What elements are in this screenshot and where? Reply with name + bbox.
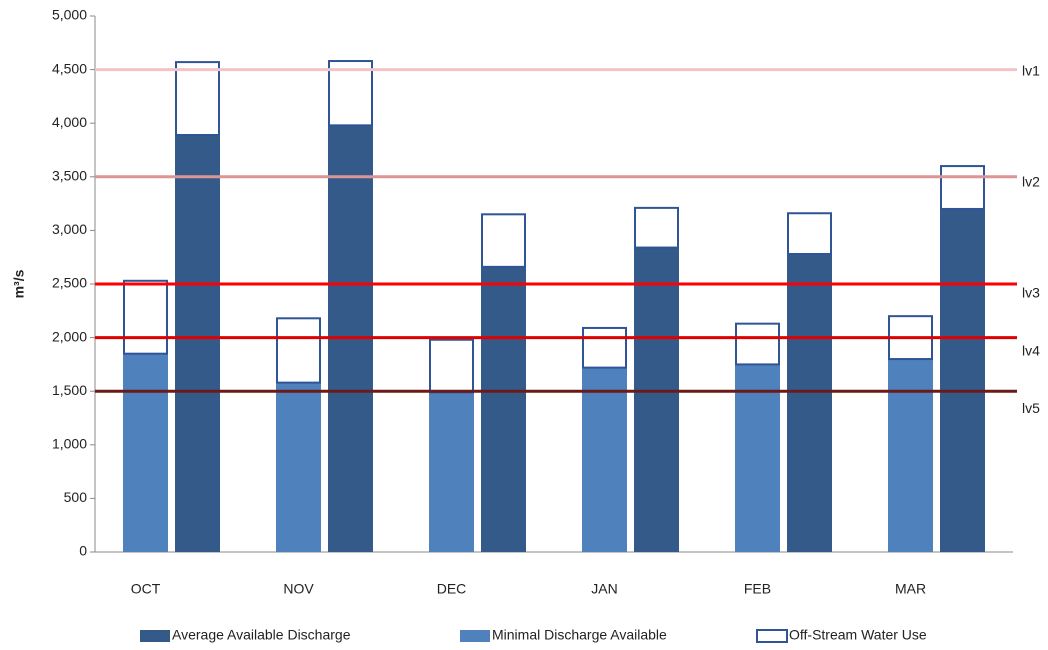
bar: [481, 266, 526, 552]
bar: [276, 382, 321, 552]
y-axis-label: m³/s: [11, 269, 27, 298]
x-tick-label: NOV: [283, 581, 314, 597]
x-tick-label: DEC: [437, 581, 467, 597]
legend-label: Off-Stream Water Use: [789, 627, 927, 643]
bar: [735, 322, 780, 366]
bar: [634, 206, 679, 249]
bar: [175, 134, 220, 552]
bar: [735, 364, 780, 552]
bar: [888, 359, 933, 552]
reference-label: lv5: [1022, 400, 1040, 416]
x-tick-label: MAR: [895, 581, 926, 597]
bar: [175, 61, 220, 136]
y-tick-label: 3,000: [52, 221, 87, 237]
bar: [429, 392, 474, 552]
y-tick-label: 2,500: [52, 275, 87, 291]
x-tick-label: FEB: [744, 581, 771, 597]
reference-label: lv2: [1022, 174, 1040, 190]
bar: [123, 353, 168, 552]
bar: [634, 247, 679, 552]
legend-label: Average Available Discharge: [172, 627, 351, 643]
y-tick-label: 5,000: [52, 7, 87, 23]
x-tick-label: OCT: [131, 581, 161, 597]
reference-label: lv3: [1022, 285, 1040, 301]
bar: [582, 367, 627, 552]
y-tick-label: 500: [64, 489, 88, 505]
y-tick-label: 0: [79, 543, 87, 559]
legend-swatch: [460, 630, 490, 642]
y-tick-label: 4,500: [52, 60, 87, 76]
bar: [429, 338, 474, 394]
y-tick-label: 1,000: [52, 436, 87, 452]
y-tick-label: 1,500: [52, 382, 87, 398]
y-tick-label: 2,000: [52, 328, 87, 344]
legend-label: Minimal Discharge Available: [492, 627, 667, 643]
reference-label: lv4: [1022, 342, 1040, 358]
y-tick-label: 4,000: [52, 114, 87, 130]
y-tick-label: 3,500: [52, 168, 87, 184]
bar: [328, 60, 373, 127]
legend-swatch: [140, 630, 170, 642]
bar: [123, 279, 168, 355]
reference-label: lv1: [1022, 62, 1040, 78]
legend-swatch: [756, 629, 788, 643]
bar: [276, 317, 321, 384]
x-tick-label: JAN: [591, 581, 617, 597]
bar: [481, 213, 526, 268]
bar: [787, 253, 832, 552]
bar: [582, 326, 627, 369]
bar: [787, 212, 832, 255]
bar: [940, 208, 985, 552]
bar: [940, 165, 985, 210]
